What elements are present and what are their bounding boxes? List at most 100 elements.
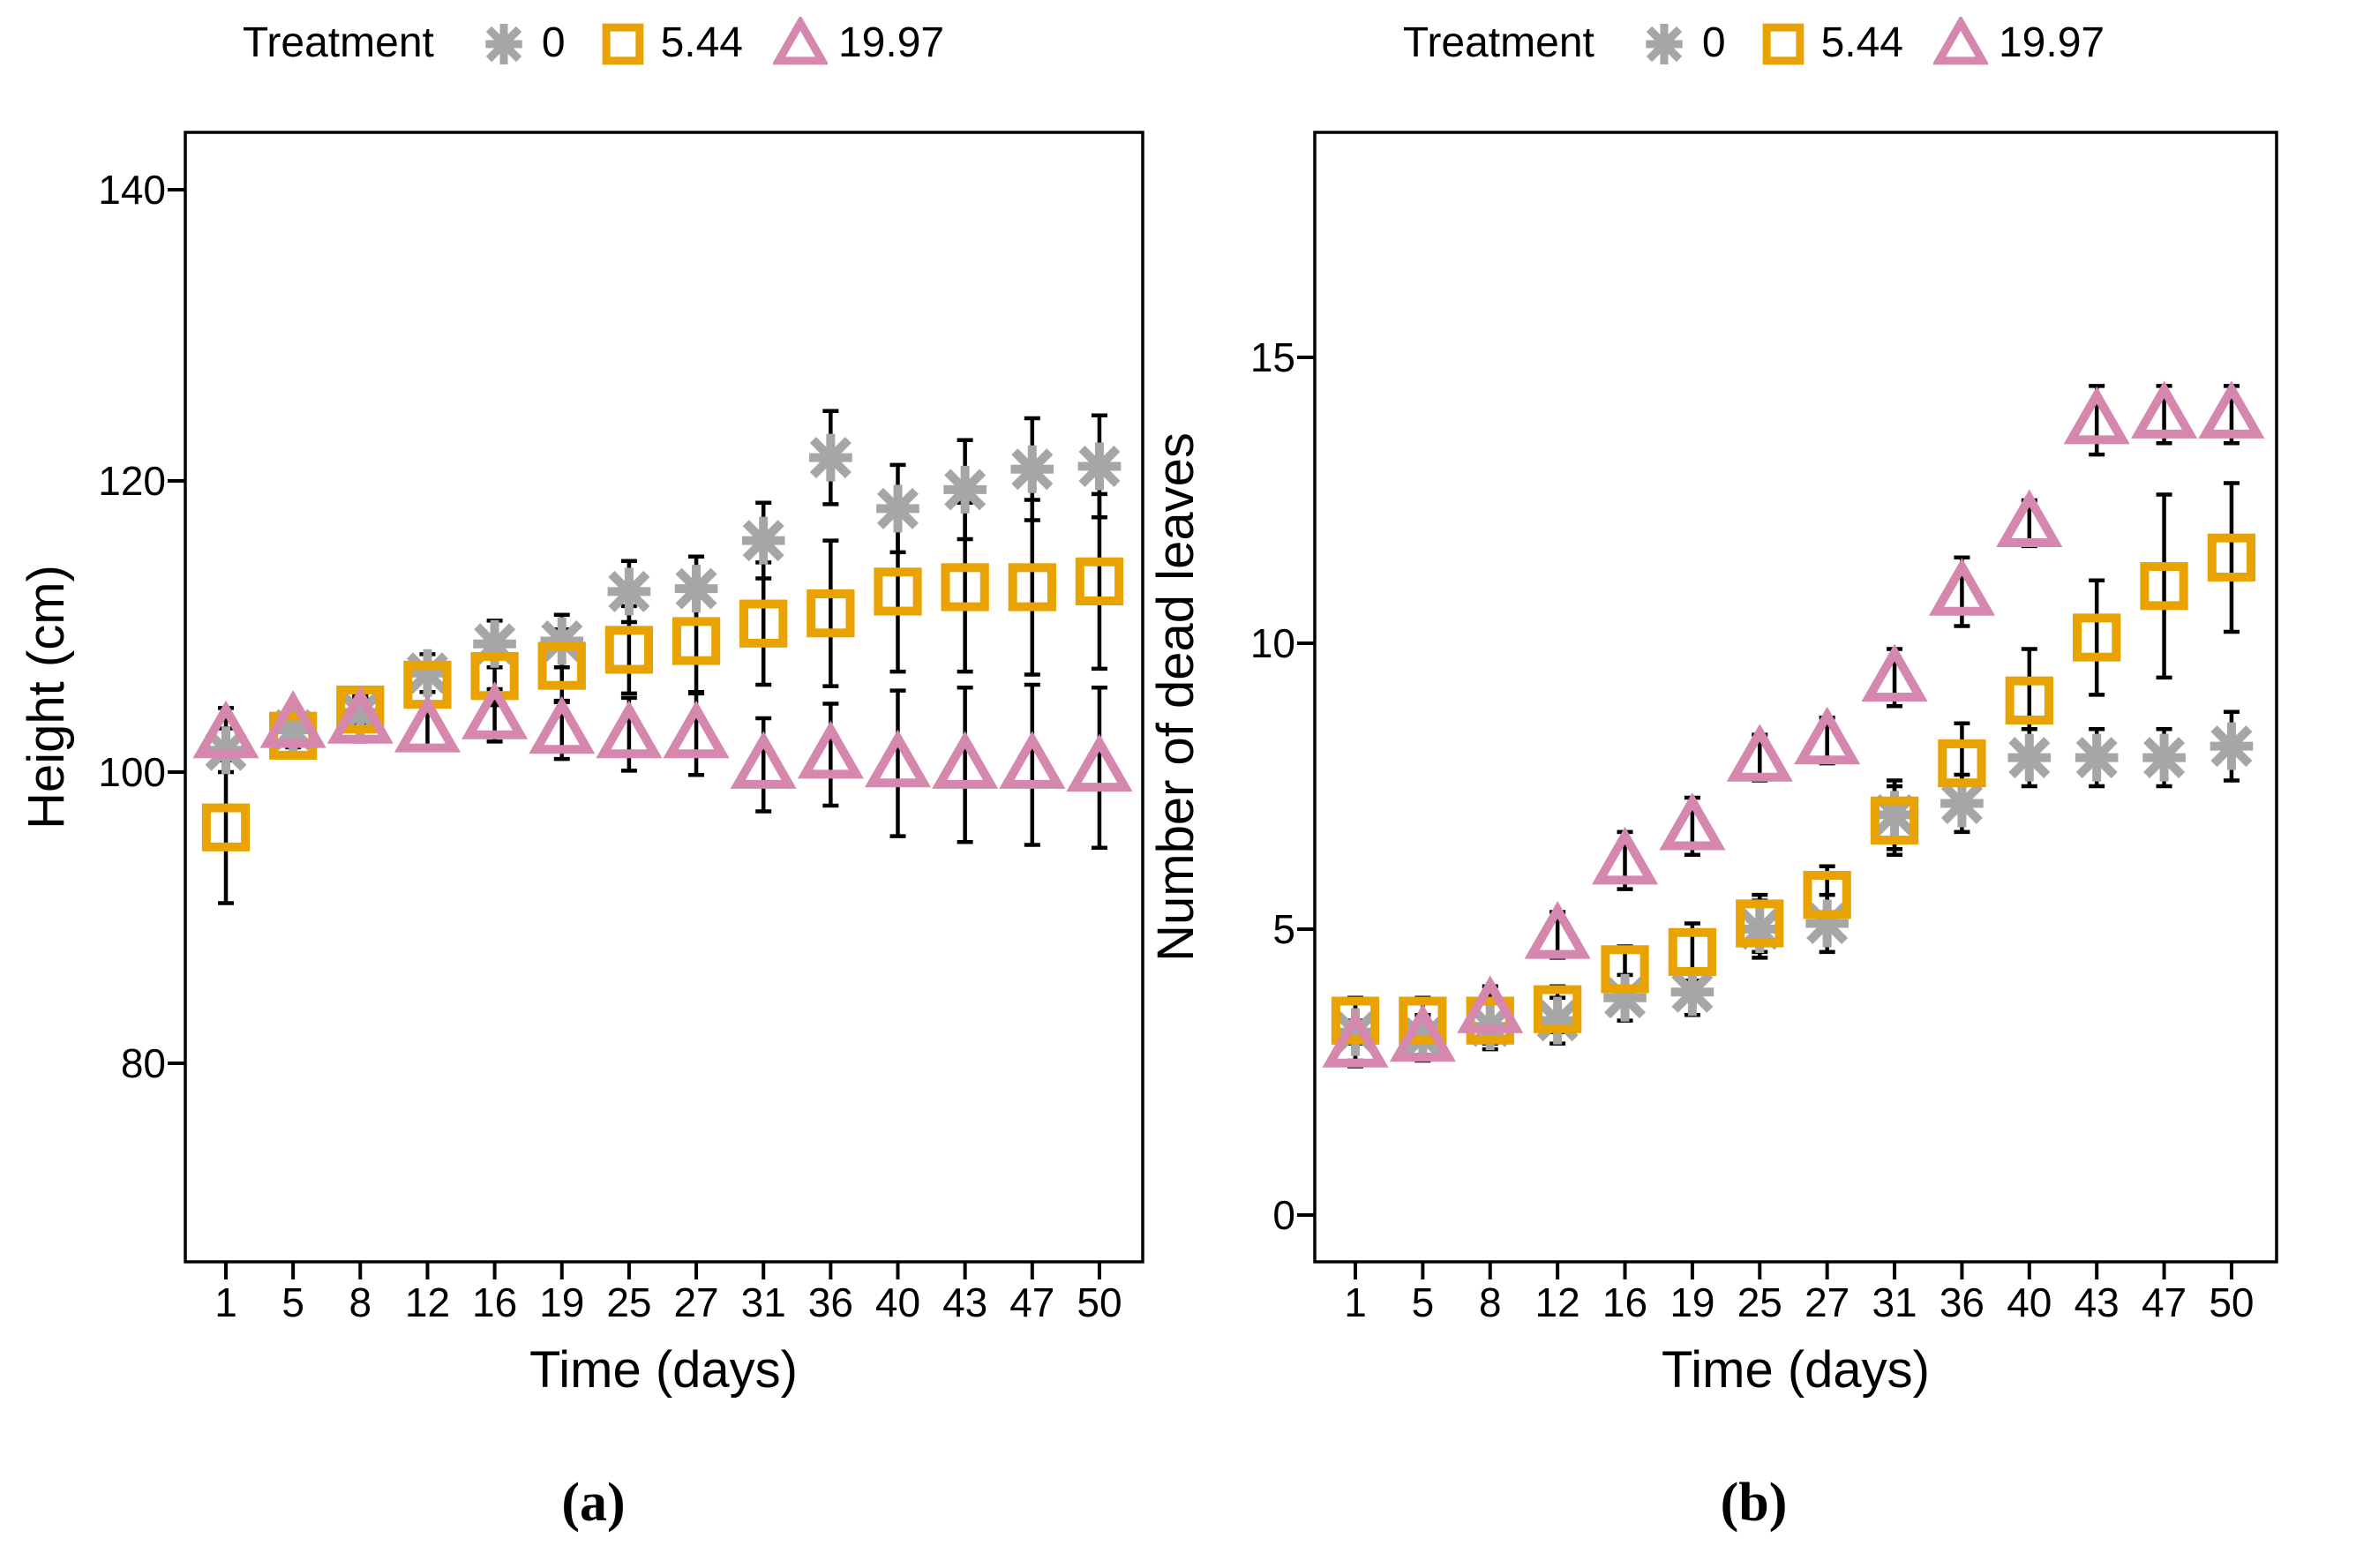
y-tick-label: 0	[1272, 1192, 1295, 1238]
x-tick-label: 50	[2209, 1279, 2254, 1325]
triangle-open-icon	[1932, 17, 1988, 65]
marker-triangle-open	[1524, 901, 1591, 959]
caption-panel-a: (a)	[561, 1473, 626, 1533]
marker-asterisk	[809, 433, 852, 482]
marker-asterisk	[485, 24, 522, 64]
marker-asterisk	[2142, 733, 2186, 782]
x-tick-label: 47	[2142, 1279, 2187, 1325]
marker-square-open	[941, 563, 989, 611]
marker-square-open	[874, 567, 922, 616]
marker-square-open	[2140, 562, 2188, 611]
marker-triangle-open	[1066, 733, 1133, 792]
x-tick-label: 8	[1479, 1279, 1502, 1325]
marker-triangle-open	[1457, 975, 1524, 1033]
legend-items: 0 5.44 19.97	[446, 17, 944, 68]
marker-triangle-open	[461, 681, 529, 739]
marker-triangle-open	[2198, 380, 2265, 439]
x-tick-label: 12	[1535, 1279, 1580, 1325]
marker-triangle-open	[1322, 1009, 1389, 1068]
marker-square-open	[1008, 563, 1056, 611]
marker-triangle-open	[1726, 724, 1793, 782]
x-tick-label: 8	[349, 1279, 372, 1325]
marker-square-open	[537, 641, 586, 690]
marker-triangle-open	[999, 731, 1066, 789]
marker-triangle-open	[529, 695, 596, 754]
legend-item-label: 5.44	[660, 19, 743, 66]
marker-triangle-open	[259, 690, 326, 748]
legend-item-label: 5.44	[1820, 19, 1903, 66]
marker-asterisk	[1077, 442, 1122, 491]
marker-square-open	[1938, 739, 1986, 788]
x-tick-label: 50	[1077, 1279, 1122, 1325]
x-tick-label: 40	[875, 1279, 920, 1325]
marker-square-open	[602, 23, 643, 65]
x-tick-label: 12	[405, 1279, 450, 1325]
x-tick-label: 19	[539, 1279, 584, 1325]
marker-asterisk	[674, 565, 718, 613]
marker-square-open	[672, 617, 721, 665]
marker-triangle-open	[663, 700, 730, 759]
legend-item-0: 0	[1637, 17, 1726, 68]
legend-panel-a: Treatment 0 5.44 19.97	[0, 5, 1187, 79]
y-tick-label: 140	[98, 167, 166, 213]
marker-asterisk	[1940, 779, 1984, 828]
marker-asterisk	[1646, 24, 1683, 64]
marker-triangle-open	[326, 686, 394, 744]
x-tick-label: 25	[1737, 1279, 1782, 1325]
marker-square-open	[1399, 996, 1447, 1045]
marker-square-open	[1331, 996, 1380, 1045]
legend-panel-b: Treatment 0 5.44 19.97	[1187, 5, 2321, 79]
y-tick-label: 100	[98, 749, 166, 795]
marker-asterisk	[540, 617, 584, 665]
marker-square-open	[1075, 557, 1124, 605]
marker-asterisk	[943, 465, 987, 514]
x-tick-label: 36	[1940, 1279, 1985, 1325]
marker-asterisk	[741, 516, 785, 565]
y-axis: 0 5 10 15	[1250, 334, 1315, 1238]
asterisk-icon	[485, 24, 522, 64]
marker-asterisk	[2007, 733, 2052, 782]
marker-square-open	[1870, 796, 1919, 845]
x-tick-label: 43	[2075, 1279, 2120, 1325]
series-19.97	[1322, 380, 2265, 1068]
x-axis: 1 5 8 12 16 19 25 27 31 36 40 43 47 50	[214, 1262, 1122, 1325]
x-tick-label: 5	[1412, 1279, 1435, 1325]
square-open-icon	[1762, 23, 1804, 65]
x-axis-title: Time (days)	[529, 1341, 798, 1399]
marker-square-open	[201, 803, 251, 852]
legend-item-0: 0	[476, 17, 566, 68]
x-tick-label: 25	[606, 1279, 651, 1325]
marker-square-open	[1736, 899, 1784, 948]
marker-triangle-open	[1996, 489, 2063, 548]
marker-triangle-open	[932, 731, 999, 789]
marker-triangle-open	[394, 694, 461, 753]
square-open-icon	[602, 23, 643, 65]
marker-asterisk	[1010, 445, 1054, 493]
legend-item-19.97: 19.97	[1932, 17, 2105, 68]
x-tick-label: 27	[1805, 1279, 1850, 1325]
x-tick-label: 1	[214, 1279, 237, 1325]
legend-item-label: 19.97	[837, 19, 945, 66]
x-tick-label: 19	[1669, 1279, 1714, 1325]
marker-triangle-open	[2063, 386, 2130, 445]
marker-triangle-open	[192, 700, 259, 759]
marker-square-open	[2207, 533, 2256, 581]
marker-square-open	[739, 599, 788, 648]
y-axis: 80 100 120 140	[98, 167, 185, 1086]
panel-border	[1313, 131, 2278, 1264]
legend-items: 0 5.44 19.97	[1607, 17, 2105, 68]
marker-square-open	[1668, 927, 1717, 977]
marker-asterisk	[607, 567, 651, 616]
marker-triangle-open	[1928, 558, 1995, 616]
marker-triangle-open	[2131, 380, 2198, 439]
x-tick-label: 27	[673, 1279, 718, 1325]
legend-title: Treatment	[1402, 19, 1594, 66]
error-bars	[1347, 384, 2240, 1069]
triangle-open-icon	[772, 17, 828, 65]
x-tick-label: 43	[942, 1279, 987, 1325]
x-tick-label: 16	[472, 1279, 517, 1325]
y-tick-label: 15	[1250, 334, 1295, 380]
y-axis-title: Number of dead leaves	[1147, 432, 1204, 962]
